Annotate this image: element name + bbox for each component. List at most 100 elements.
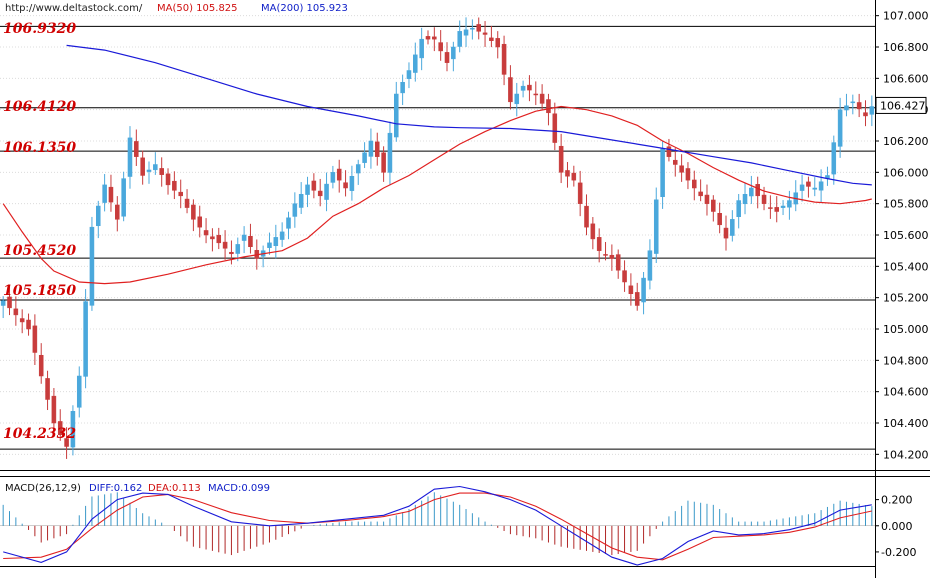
candle-body [470, 27, 475, 30]
y-tick-label: 106.000 [883, 166, 929, 179]
candle-body [812, 187, 818, 190]
candle-body [305, 184, 310, 195]
candle-body [508, 77, 513, 103]
candle-body [184, 198, 190, 208]
candle-body [837, 109, 843, 147]
candle-body [394, 93, 399, 138]
y-tick-label: 105.600 [883, 229, 929, 242]
diff-line [3, 485, 872, 566]
y-tick-label: 105.000 [883, 323, 929, 336]
candle-body [273, 237, 279, 247]
candle-body [704, 194, 710, 204]
candle-body [216, 234, 222, 244]
candle-body [647, 250, 653, 281]
candle-body [165, 173, 171, 186]
candle-body [368, 140, 374, 157]
candle-body [571, 172, 577, 181]
candle-body [330, 172, 336, 183]
candle-body [850, 101, 856, 104]
candle-body [831, 142, 837, 175]
candle-body [26, 319, 31, 330]
candle-body [267, 242, 272, 248]
candle-body [279, 231, 285, 240]
candle-body [476, 24, 481, 32]
level-label-6: 104.2332 [3, 426, 77, 442]
candle-body [615, 254, 621, 271]
candle-body [463, 29, 469, 36]
candle-body [514, 93, 520, 105]
y-tick-label: 106.200 [883, 135, 929, 148]
candle-body [685, 168, 691, 181]
candle-body [127, 137, 133, 177]
candle-body [539, 93, 545, 104]
candle-body [178, 191, 183, 197]
candle-body [755, 184, 760, 197]
candle-body [0, 300, 6, 306]
candle-body [425, 36, 431, 40]
level-label-2: 106.4120 [3, 99, 77, 115]
level-label-1: 106.9320 [3, 21, 77, 37]
candle-body [666, 146, 672, 157]
candle-body [292, 203, 298, 217]
candle-body [444, 52, 450, 63]
y-tick-label: 104.800 [883, 354, 929, 367]
candle-body [96, 205, 101, 227]
y-tick-label: 105.200 [883, 292, 929, 305]
macd-title: MACD(26,12,9) [5, 483, 81, 494]
candle-body [546, 99, 551, 114]
candle-body [197, 216, 203, 228]
candle-body [76, 375, 82, 408]
y-tick-label: 106.600 [883, 72, 929, 85]
candle-body [749, 187, 754, 197]
ma50-readout: MA(50) 105.825 [157, 3, 238, 14]
candle-body [343, 182, 348, 189]
candle-body [432, 36, 437, 40]
candle-body [203, 230, 209, 236]
candle-body [222, 241, 228, 249]
candle-body [672, 159, 678, 165]
candle-body [89, 226, 95, 306]
candle-body [711, 199, 716, 212]
candle-body [153, 164, 158, 171]
candle-body [381, 152, 386, 173]
candle-body [115, 204, 120, 220]
dea-line [3, 492, 872, 561]
candle-body [317, 190, 323, 197]
candle-body [622, 270, 627, 283]
ma200-readout: MA(200) 105.923 [261, 3, 348, 14]
candle-body [774, 207, 779, 212]
candle-body [7, 296, 12, 309]
candle-body [400, 82, 405, 94]
last-price-label: 106.427 [880, 99, 926, 112]
candle-body [324, 183, 329, 200]
candle-body [140, 157, 145, 176]
candle-body [787, 200, 792, 208]
candle-body [45, 378, 50, 400]
candle-body [730, 219, 735, 236]
candle-body [413, 54, 418, 73]
candle-body [679, 165, 684, 173]
candle-body [863, 112, 868, 117]
source-url[interactable]: http://www.deltastock.com/ [5, 3, 143, 14]
candle-body [108, 186, 114, 203]
candle-body [362, 152, 367, 163]
candle-body [603, 254, 608, 256]
candle-body [102, 184, 107, 203]
macd-tick-label: -0.200 [881, 546, 916, 559]
y-tick-label: 104.200 [883, 448, 929, 461]
candle-body [438, 42, 443, 52]
y-tick-label: 106.800 [883, 41, 929, 54]
y-tick-label: 107.000 [883, 10, 929, 23]
candle-body [229, 251, 234, 255]
candle-body [311, 180, 317, 191]
candle-body [210, 236, 215, 240]
candle-body [457, 31, 462, 47]
candle-body [32, 325, 38, 353]
candle-body [495, 38, 501, 48]
candle-body [451, 46, 456, 60]
candle-body [64, 438, 69, 447]
candle-body [590, 223, 596, 240]
macd-dea-readout: DEA:0.113 [148, 483, 201, 494]
